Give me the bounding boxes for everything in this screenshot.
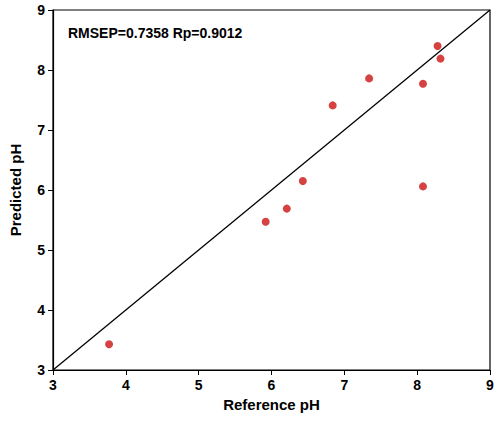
svg-text:5: 5 bbox=[37, 242, 45, 258]
svg-text:9: 9 bbox=[37, 2, 45, 18]
svg-text:8: 8 bbox=[413, 377, 421, 393]
svg-text:4: 4 bbox=[122, 377, 130, 393]
svg-text:8: 8 bbox=[37, 62, 45, 78]
svg-text:Predicted pH: Predicted pH bbox=[7, 144, 24, 237]
svg-text:RMSEP=0.7358 Rp=0.9012: RMSEP=0.7358 Rp=0.9012 bbox=[68, 25, 243, 41]
svg-text:3: 3 bbox=[37, 362, 45, 378]
svg-text:7: 7 bbox=[37, 122, 45, 138]
svg-text:Reference pH: Reference pH bbox=[223, 396, 320, 413]
svg-text:7: 7 bbox=[340, 377, 348, 393]
svg-text:5: 5 bbox=[195, 377, 203, 393]
svg-text:6: 6 bbox=[37, 182, 45, 198]
svg-text:4: 4 bbox=[37, 302, 45, 318]
svg-text:3: 3 bbox=[49, 377, 57, 393]
svg-text:6: 6 bbox=[268, 377, 276, 393]
svg-text:9: 9 bbox=[486, 377, 494, 393]
